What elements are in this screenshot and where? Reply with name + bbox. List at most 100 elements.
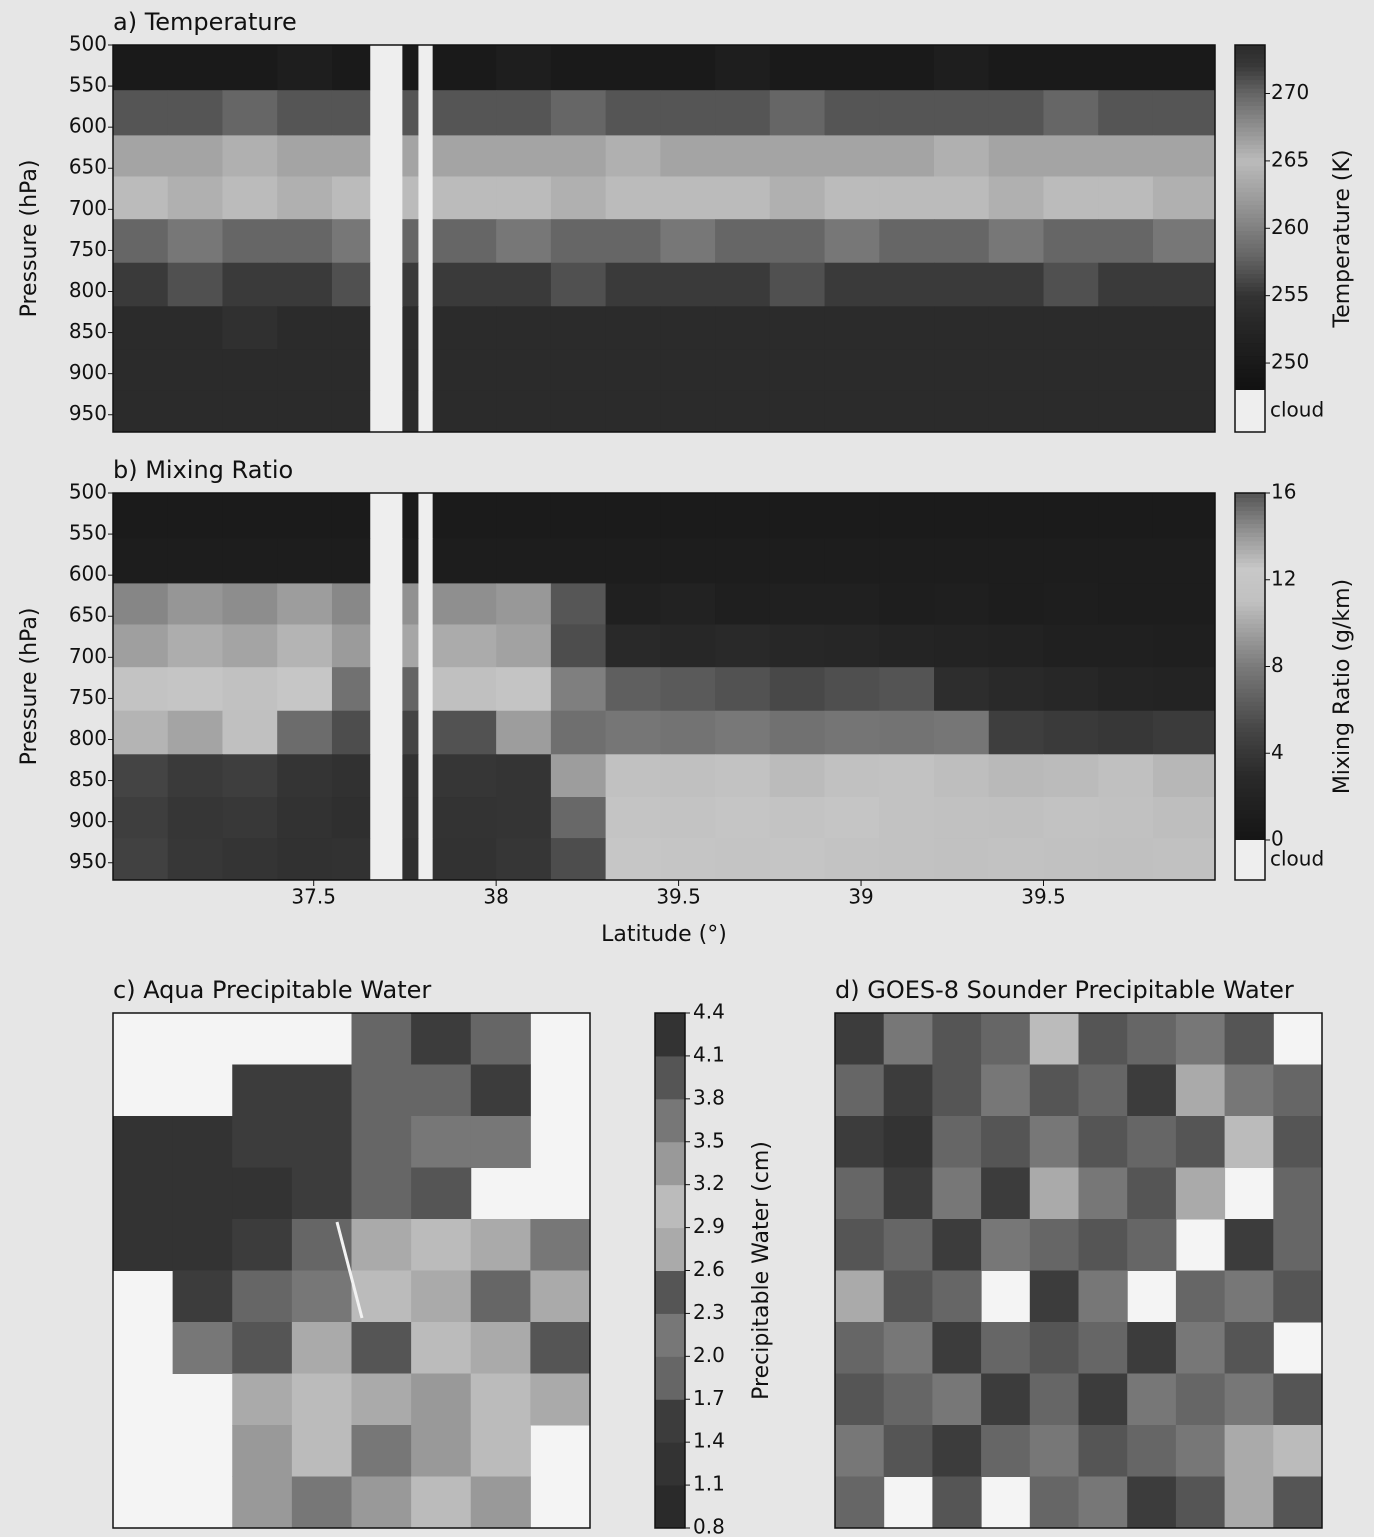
colorbar-swatch [1235, 558, 1265, 563]
colorbar-swatch [1235, 140, 1265, 145]
map-cell [1225, 1271, 1274, 1323]
colorbar-swatch [1235, 351, 1265, 356]
heat-cell [433, 838, 497, 880]
heat-cell [113, 45, 168, 91]
heat-cell [277, 349, 332, 391]
heat-cell [402, 306, 419, 349]
colorbar-swatch [1235, 549, 1265, 554]
map-cell [352, 1425, 412, 1477]
heat-cell [934, 263, 989, 307]
heat-cell [496, 624, 551, 667]
heat-cell [277, 176, 332, 219]
colorbar-swatch [1235, 758, 1265, 763]
cloud-cell [370, 45, 403, 91]
heat-cell [113, 797, 168, 839]
heat-cell [551, 306, 606, 349]
heat-cell [1043, 667, 1098, 711]
map-cell [1176, 1168, 1225, 1220]
cloud-cell [418, 306, 433, 349]
heat-cell [332, 754, 371, 797]
heat-cell [332, 624, 371, 667]
map-cell [1079, 1271, 1128, 1323]
heat-cell [551, 667, 606, 711]
heat-cell [1098, 838, 1153, 880]
heat-cell [660, 583, 715, 625]
heat-cell [715, 390, 770, 432]
map-cell [173, 1219, 233, 1271]
colorbar-swatch [1235, 771, 1265, 776]
colorbar-swatch [1235, 265, 1265, 270]
heat-cell [660, 711, 715, 755]
cloud-cell [370, 754, 403, 797]
heat-cell [551, 797, 606, 839]
colorbar-tick-label: 2.0 [693, 1343, 725, 1367]
heat-cell [332, 349, 371, 391]
heat-cell [168, 838, 223, 880]
heat-cell [1043, 838, 1098, 880]
map-cell [1127, 1425, 1176, 1477]
heat-cell [277, 390, 332, 432]
colorbar-swatch [655, 1442, 685, 1485]
heat-cell [222, 754, 277, 797]
heat-cell [989, 838, 1044, 880]
colorbar-swatch [1235, 732, 1265, 737]
map-cell [292, 1374, 352, 1426]
heat-cell [433, 306, 497, 349]
colorbar-swatch [1235, 502, 1265, 507]
colorbar-swatch [1235, 170, 1265, 175]
map-cell [932, 1271, 981, 1323]
colorbar-swatch [1235, 252, 1265, 257]
colorbar-swatch [1235, 343, 1265, 348]
heat-cell [715, 263, 770, 307]
cloud-cell [418, 797, 433, 839]
heat-cell [660, 493, 715, 539]
y-tick-label: 850 [69, 319, 107, 343]
colorbar-swatch [1235, 282, 1265, 287]
colorbar-swatch [1235, 601, 1265, 606]
heat-cell [1153, 538, 1216, 584]
colorbar-swatch [655, 1228, 685, 1271]
colorbar-swatch [1235, 836, 1265, 841]
heat-cell [332, 45, 371, 91]
heat-cell [879, 797, 934, 839]
heat-cell [606, 711, 661, 755]
heat-cell [402, 838, 419, 880]
cloud-cell [370, 90, 403, 136]
heat-cell [606, 583, 661, 625]
colorbar-swatch [1235, 745, 1265, 750]
heat-cell [770, 306, 825, 349]
heat-cell [113, 838, 168, 880]
colorbar-swatch [1235, 239, 1265, 244]
cloud-cell [370, 538, 403, 584]
map-cell [835, 1116, 884, 1168]
map-cell [411, 1168, 471, 1220]
colorbar-swatch [1235, 597, 1265, 602]
colorbar-swatch [1235, 166, 1265, 171]
map-cell [835, 1322, 884, 1374]
heat-cell [934, 219, 989, 263]
map-cell [292, 1168, 352, 1220]
map-cell [1127, 1168, 1176, 1220]
y-tick-label: 950 [69, 401, 107, 425]
colorbar-swatch [1235, 278, 1265, 283]
colorbar-swatch [1235, 784, 1265, 789]
colorbar-swatch [1235, 205, 1265, 210]
colorbar-swatch [1235, 606, 1265, 611]
x-tick-label: 39.5 [656, 885, 701, 909]
map-cell [1127, 1477, 1176, 1529]
heat-cell [168, 45, 223, 91]
y-tick-label: 900 [69, 360, 107, 384]
heat-cell [715, 176, 770, 219]
heat-cell [222, 263, 277, 307]
map-cell [530, 1374, 590, 1426]
colorbar-swatch [1235, 364, 1265, 369]
heat-cell [934, 583, 989, 625]
heat-cell [660, 754, 715, 797]
colorbar-swatch [1235, 312, 1265, 317]
heat-cell [660, 306, 715, 349]
map-cell [471, 1477, 531, 1529]
colorbar-swatch [1235, 684, 1265, 689]
y-tick-label: 500 [69, 32, 107, 56]
heat-cell [1098, 176, 1153, 219]
